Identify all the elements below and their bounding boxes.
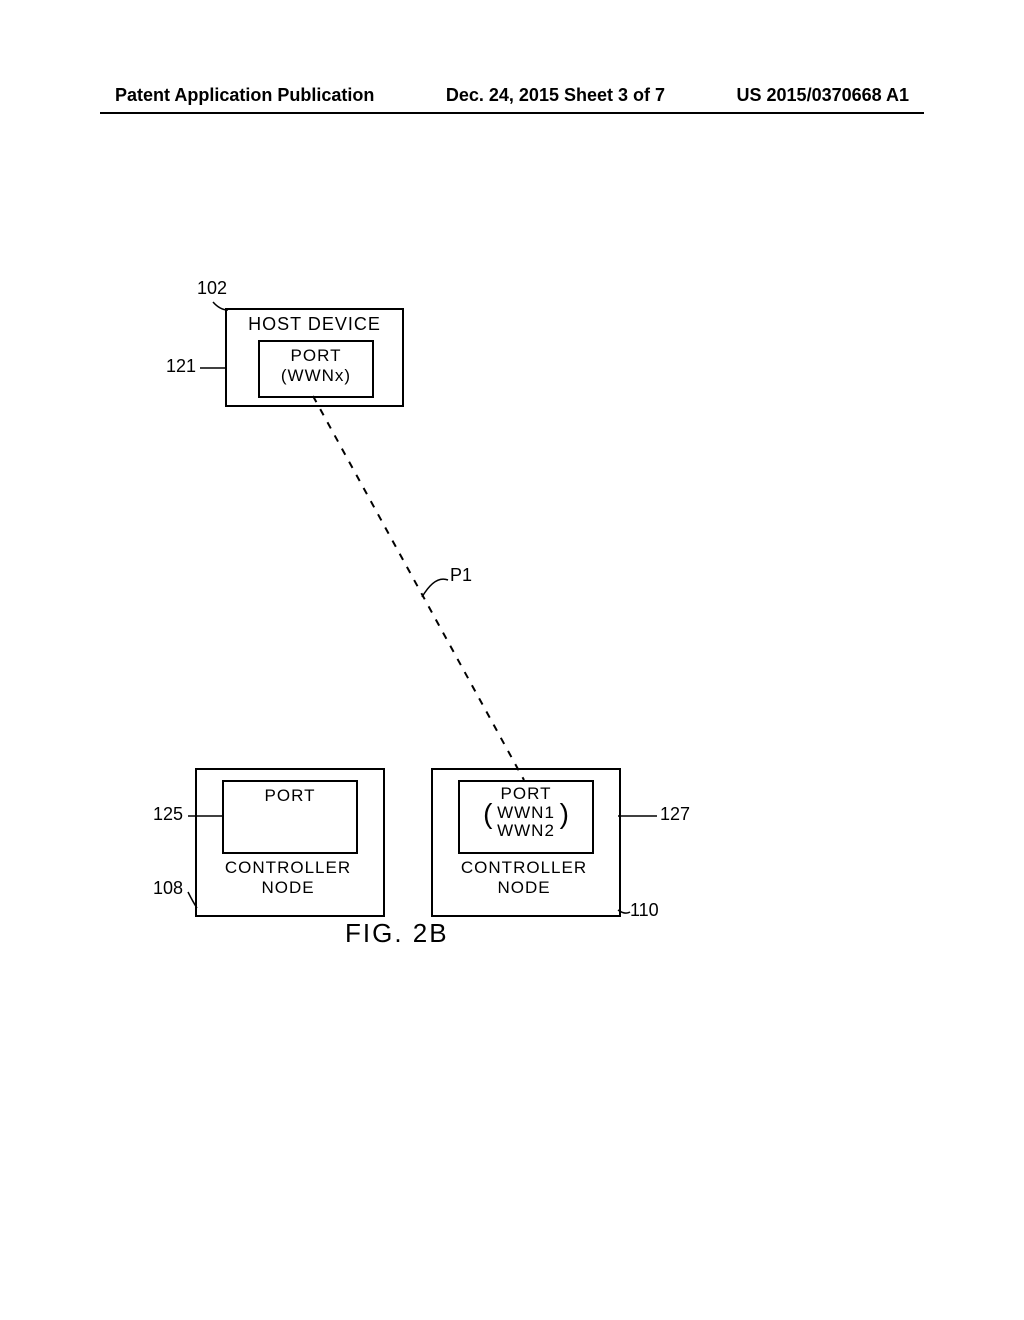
p1-leader (422, 579, 448, 597)
ref-110: 110 (630, 900, 659, 921)
ref-127: 127 (660, 804, 690, 825)
diagram: HOST DEVICE PORT (WWNx) PORT CONTROLLER … (0, 0, 1024, 1320)
ref-125: 125 (153, 804, 183, 825)
figure-label: FIG. 2B (345, 918, 449, 949)
path-p1-line (313, 396, 524, 780)
connectors-svg (0, 0, 1024, 1320)
ref-110-leader (618, 910, 630, 913)
path-p1-label: P1 (450, 565, 472, 586)
ref-108-leader (188, 892, 197, 908)
ref-121: 121 (166, 356, 196, 377)
ref-108: 108 (153, 878, 183, 899)
page: Patent Application Publication Dec. 24, … (0, 0, 1024, 1320)
ref-102-leader (213, 302, 228, 310)
ref-102: 102 (197, 278, 227, 299)
